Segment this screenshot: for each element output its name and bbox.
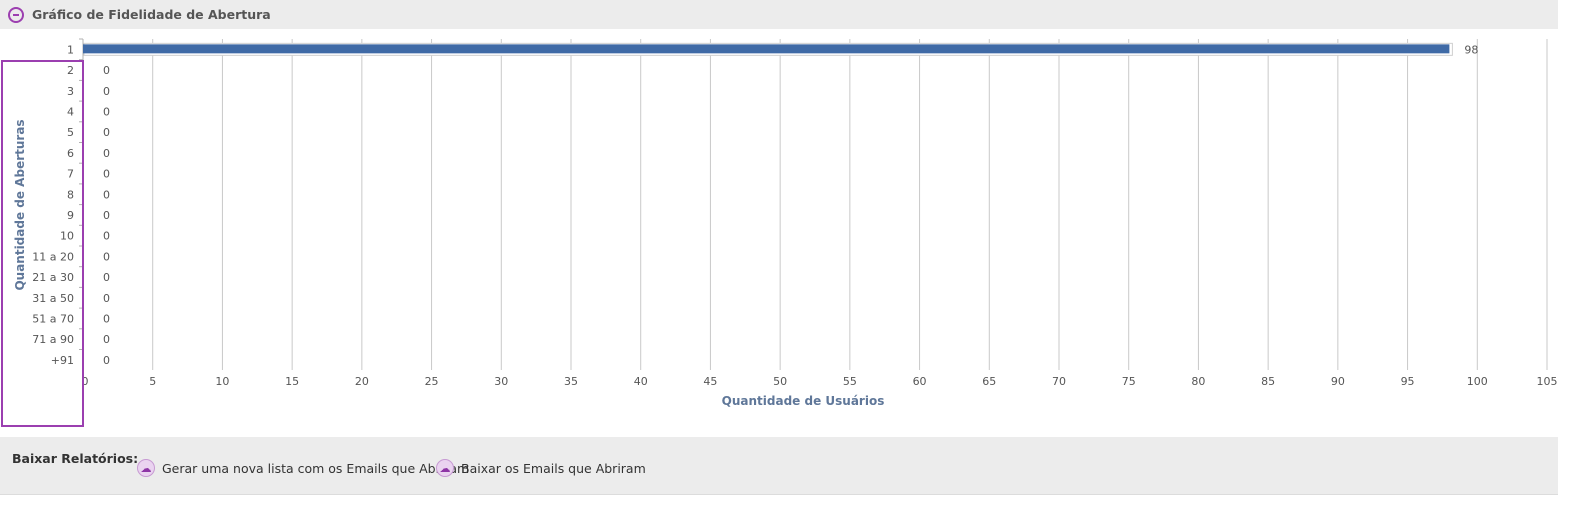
bar-value-label: 0 — [103, 168, 110, 181]
fidelity-bar-chart: 0 5 10 15 20 25 30 35 40 45 50 55 60 65 70 75 80 85 90 95 10… — [13, 38, 1558, 408]
bar-value-label: 0 — [103, 209, 110, 222]
x-tick-label: 55 — [843, 375, 857, 388]
y-tick-label: 71 a 90 — [32, 333, 74, 346]
x-tick-label: 35 — [564, 375, 578, 388]
y-tick-label: 2 — [67, 64, 74, 77]
collapse-icon[interactable] — [8, 6, 24, 23]
download-cloud-icon: ☁ — [137, 459, 155, 477]
download-emails-link[interactable]: ☁ Baixar os Emails que Abriram — [436, 459, 646, 477]
bar-value-label: 0 — [103, 188, 110, 201]
x-tick-label: 60 — [913, 375, 927, 388]
x-tick-label: 45 — [703, 375, 717, 388]
x-tick-label: 10 — [215, 375, 229, 388]
bar-value-label: 0 — [103, 147, 110, 160]
x-tick-label: 15 — [285, 375, 299, 388]
x-tick-label: 85 — [1261, 375, 1275, 388]
x-tick-label: 70 — [1052, 375, 1066, 388]
x-axis-title: Quantidade de Usuários — [722, 394, 885, 408]
x-tick-label: 30 — [494, 375, 508, 388]
panel-title: Gráfico de Fidelidade de Abertura — [32, 7, 271, 22]
y-tick-label: 1 — [67, 43, 74, 56]
y-tick-label: 6 — [67, 147, 74, 160]
bar-value-label: 0 — [103, 230, 110, 243]
bar-value-label: 0 — [103, 64, 110, 77]
x-tick-label: 90 — [1331, 375, 1345, 388]
reports-label: Baixar Relatórios: — [12, 451, 139, 466]
y-tick-label: +91 — [51, 354, 74, 367]
y-tick-label: 7 — [67, 168, 74, 181]
bar — [83, 44, 1450, 54]
chart-area: 0 5 10 15 20 25 30 35 40 45 50 55 60 65 70 75 80 85 90 95 10… — [0, 29, 1558, 437]
bar-value-label: 0 — [103, 271, 110, 284]
bar-value-label: 0 — [103, 312, 110, 325]
y-tick-label: 3 — [67, 85, 74, 98]
y-tick-label: 10 — [60, 230, 74, 243]
y-tick-label: 5 — [67, 126, 74, 139]
x-tick-label: 80 — [1191, 375, 1205, 388]
y-tick-label: 11 a 20 — [32, 250, 74, 263]
bar-value-label: 0 — [103, 126, 110, 139]
generate-list-link[interactable]: ☁ Gerar uma nova lista com os Emails que… — [137, 459, 469, 477]
y-tick-label: 4 — [67, 105, 74, 118]
reports-footer: Baixar Relatórios: ☁ Gerar uma nova list… — [0, 437, 1558, 495]
bar-value-label: 0 — [103, 292, 110, 305]
x-tick-label: 40 — [634, 375, 648, 388]
y-tick-label: 9 — [67, 209, 74, 222]
bar-value-label: 98 — [1464, 43, 1478, 56]
y-tick-label: 8 — [67, 188, 74, 201]
download-emails-label: Baixar os Emails que Abriram — [461, 460, 646, 476]
bar-value-label: 0 — [103, 333, 110, 346]
generate-list-label: Gerar uma nova lista com os Emails que A… — [162, 460, 470, 476]
download-cloud-icon: ☁ — [436, 459, 454, 477]
x-tick-label: 100 — [1467, 375, 1488, 388]
y-tick-label: 21 a 30 — [32, 271, 74, 284]
panel-header: Gráfico de Fidelidade de Abertura — [0, 0, 1558, 29]
y-tick-label: 51 a 70 — [32, 312, 74, 325]
x-tick-label: 5 — [149, 375, 156, 388]
x-tick-label: 75 — [1122, 375, 1136, 388]
bar-value-label: 0 — [103, 85, 110, 98]
x-tick-label: 95 — [1401, 375, 1415, 388]
y-axis-title: Quantidade de Aberturas — [13, 119, 27, 290]
bar-value-label: 0 — [103, 105, 110, 118]
x-tick-label: 0 — [82, 375, 89, 388]
y-tick-label: 31 a 50 — [32, 292, 74, 305]
x-tick-label: 20 — [355, 375, 369, 388]
bar-value-label: 0 — [103, 250, 110, 263]
x-tick-label: 65 — [982, 375, 996, 388]
x-tick-label: 105 — [1537, 375, 1558, 388]
x-tick-label: 25 — [425, 375, 439, 388]
bar-value-label: 0 — [103, 354, 110, 367]
x-tick-label: 50 — [773, 375, 787, 388]
